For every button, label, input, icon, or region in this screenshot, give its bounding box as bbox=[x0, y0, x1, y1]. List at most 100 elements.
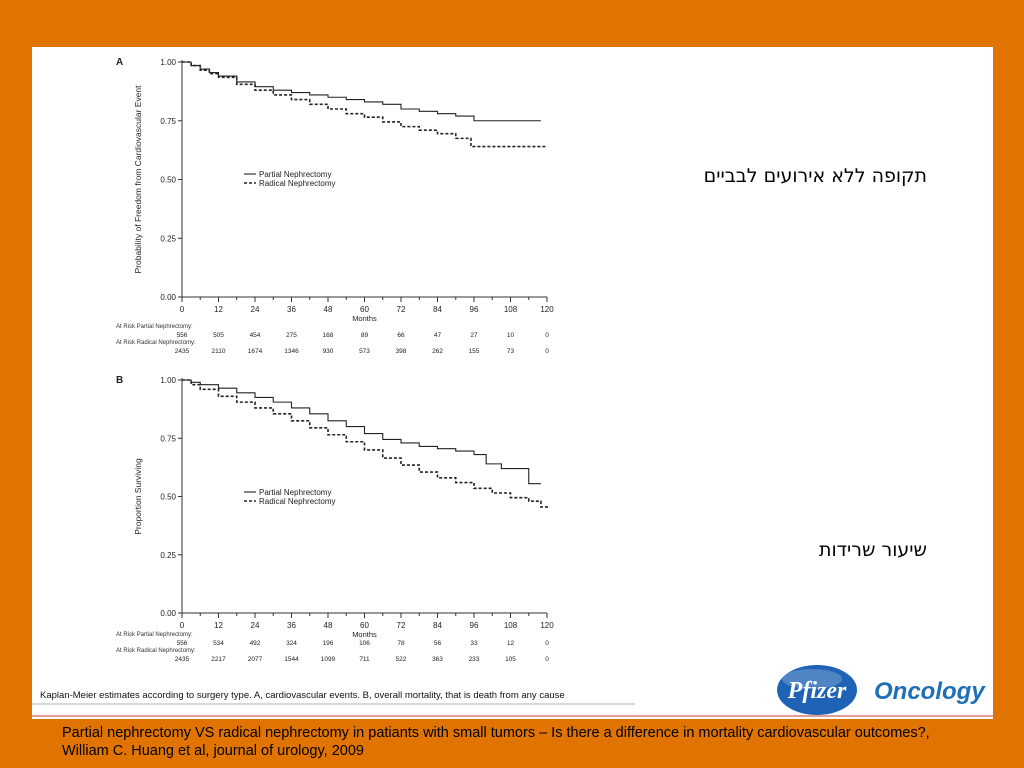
at-risk-count: 1544 bbox=[284, 656, 299, 663]
at-risk-count: 573 bbox=[359, 348, 370, 355]
at-risk-label: At Risk Partial Nephrectomy: bbox=[116, 632, 193, 638]
x-tick-label: 48 bbox=[324, 305, 333, 314]
oncology-wordmark: Oncology bbox=[874, 678, 986, 705]
x-tick-label: 108 bbox=[504, 621, 518, 630]
y-axis-label: Proportion Surviving bbox=[133, 458, 143, 535]
at-risk-count: 454 bbox=[250, 332, 261, 339]
x-tick-label: 60 bbox=[360, 621, 369, 630]
y-tick-label: 0.25 bbox=[160, 234, 176, 243]
x-tick-label: 0 bbox=[180, 305, 185, 314]
y-tick-label: 0.50 bbox=[160, 493, 176, 502]
legend-label: Radical Nephrectomy bbox=[259, 497, 335, 506]
x-tick-label: 12 bbox=[214, 305, 223, 314]
at-risk-count: 89 bbox=[361, 332, 369, 339]
at-risk-count: 556 bbox=[177, 332, 188, 339]
legend-label: Partial Nephrectomy bbox=[259, 488, 331, 497]
at-risk-count: 492 bbox=[250, 640, 261, 647]
at-risk-count: 2217 bbox=[211, 656, 226, 663]
y-tick-label: 0.75 bbox=[160, 117, 176, 126]
y-tick-label: 0.00 bbox=[160, 609, 176, 618]
pfizer-wordmark: Pfizer bbox=[787, 678, 847, 704]
legend-label: Partial Nephrectomy bbox=[259, 170, 331, 179]
kaplan-meier-figure: A 0.00 0.25 0.50 0.75 1.00 0 12 24 36 48 60 72 84 96 10… bbox=[32, 57, 993, 717]
at-risk-count: 522 bbox=[396, 656, 407, 663]
at-risk-count: 12 bbox=[507, 640, 515, 647]
y-tick-label: 1.00 bbox=[160, 58, 176, 67]
series-line-radical-nephrectomy bbox=[182, 61, 547, 148]
x-tick-label: 12 bbox=[214, 621, 223, 630]
at-risk-label: At Risk Partial Nephrectomy: bbox=[116, 324, 193, 330]
x-tick-label: 48 bbox=[324, 621, 333, 630]
at-risk-count: 2435 bbox=[175, 348, 190, 355]
x-axis-label: Months bbox=[352, 630, 377, 639]
at-risk-count: 27 bbox=[470, 332, 478, 339]
x-tick-label: 36 bbox=[287, 305, 296, 314]
at-risk-count: 505 bbox=[213, 332, 224, 339]
series-line-partial-nephrectomy bbox=[182, 379, 541, 485]
at-risk-count: 0 bbox=[545, 656, 549, 663]
at-risk-count: 196 bbox=[323, 640, 334, 647]
at-risk-count: 73 bbox=[507, 348, 515, 355]
y-tick-label: 0.00 bbox=[160, 293, 176, 302]
label-survival-rate: שיעור שרידות bbox=[818, 539, 927, 561]
y-tick-label: 1.00 bbox=[160, 376, 176, 385]
at-risk-count: 2077 bbox=[248, 656, 263, 663]
y-tick-label: 0.75 bbox=[160, 434, 176, 443]
slide-content: A 0.00 0.25 0.50 0.75 1.00 0 12 24 36 48 60 72 84 96 10… bbox=[32, 47, 993, 719]
legend-label: Radical Nephrectomy bbox=[259, 179, 335, 188]
at-risk-count: 711 bbox=[359, 656, 370, 663]
y-tick-label: 0.25 bbox=[160, 551, 176, 560]
km-panel-b: B 0.00 0.25 0.50 0.75 1.00 0 12 24 36 48 60 72 84 96 10… bbox=[116, 375, 554, 663]
panel-letter: A bbox=[116, 57, 123, 68]
at-risk-count: 66 bbox=[397, 332, 405, 339]
series-line-radical-nephrectomy bbox=[182, 379, 548, 509]
at-risk-count: 78 bbox=[397, 640, 405, 647]
at-risk-count: 275 bbox=[286, 332, 297, 339]
x-tick-label: 0 bbox=[180, 621, 185, 630]
x-axis-label: Months bbox=[352, 314, 377, 323]
at-risk-label: At Risk Radical Nephrectomy: bbox=[116, 648, 196, 654]
x-tick-label: 108 bbox=[504, 305, 518, 314]
at-risk-count: 233 bbox=[469, 656, 480, 663]
km-panel-a: A 0.00 0.25 0.50 0.75 1.00 0 12 24 36 48 60 72 84 96 10… bbox=[116, 57, 554, 355]
y-axis-label: Probability of Freedom from Cardiovascul… bbox=[133, 85, 143, 274]
at-risk-count: 1099 bbox=[321, 656, 336, 663]
at-risk-count: 1346 bbox=[284, 348, 299, 355]
x-tick-label: 72 bbox=[397, 305, 406, 314]
at-risk-count: 56 bbox=[434, 640, 442, 647]
x-tick-label: 120 bbox=[540, 305, 554, 314]
at-risk-count: 534 bbox=[213, 640, 224, 647]
x-tick-label: 24 bbox=[251, 621, 260, 630]
x-tick-label: 120 bbox=[540, 621, 554, 630]
panel-letter: B bbox=[116, 375, 123, 386]
at-risk-count: 324 bbox=[286, 640, 297, 647]
citation-text: Partial nephrectomy VS radical nephrecto… bbox=[62, 725, 930, 759]
pfizer-logo-pill bbox=[777, 665, 857, 715]
at-risk-count: 2435 bbox=[175, 656, 190, 663]
at-risk-count: 262 bbox=[432, 348, 443, 355]
x-tick-label: 96 bbox=[470, 305, 479, 314]
label-cardiovascular-event-free: תקופה ללא אירועים לבביים bbox=[703, 165, 927, 187]
at-risk-count: 0 bbox=[545, 348, 549, 355]
at-risk-count: 1674 bbox=[248, 348, 263, 355]
at-risk-count: 363 bbox=[432, 656, 443, 663]
at-risk-count: 33 bbox=[470, 640, 478, 647]
pfizer-logo-highlight bbox=[782, 669, 842, 689]
at-risk-count: 47 bbox=[434, 332, 442, 339]
figure-caption: Kaplan-Meier estimates according to surg… bbox=[40, 690, 565, 701]
at-risk-count: 106 bbox=[359, 640, 370, 647]
pfizer-oncology-logo: Pfizer Oncology bbox=[777, 665, 986, 715]
x-tick-label: 84 bbox=[433, 621, 442, 630]
at-risk-label: At Risk Radical Nephrectomy: bbox=[116, 340, 196, 346]
x-tick-label: 24 bbox=[251, 305, 260, 314]
at-risk-count: 2110 bbox=[212, 348, 226, 355]
x-tick-label: 60 bbox=[360, 305, 369, 314]
x-tick-label: 96 bbox=[470, 621, 479, 630]
x-tick-label: 36 bbox=[287, 621, 296, 630]
at-risk-count: 105 bbox=[505, 656, 516, 663]
at-risk-count: 168 bbox=[323, 332, 334, 339]
at-risk-count: 155 bbox=[469, 348, 480, 355]
at-risk-count: 398 bbox=[396, 348, 407, 355]
y-tick-label: 0.50 bbox=[160, 176, 176, 185]
series-line-partial-nephrectomy bbox=[182, 61, 541, 122]
